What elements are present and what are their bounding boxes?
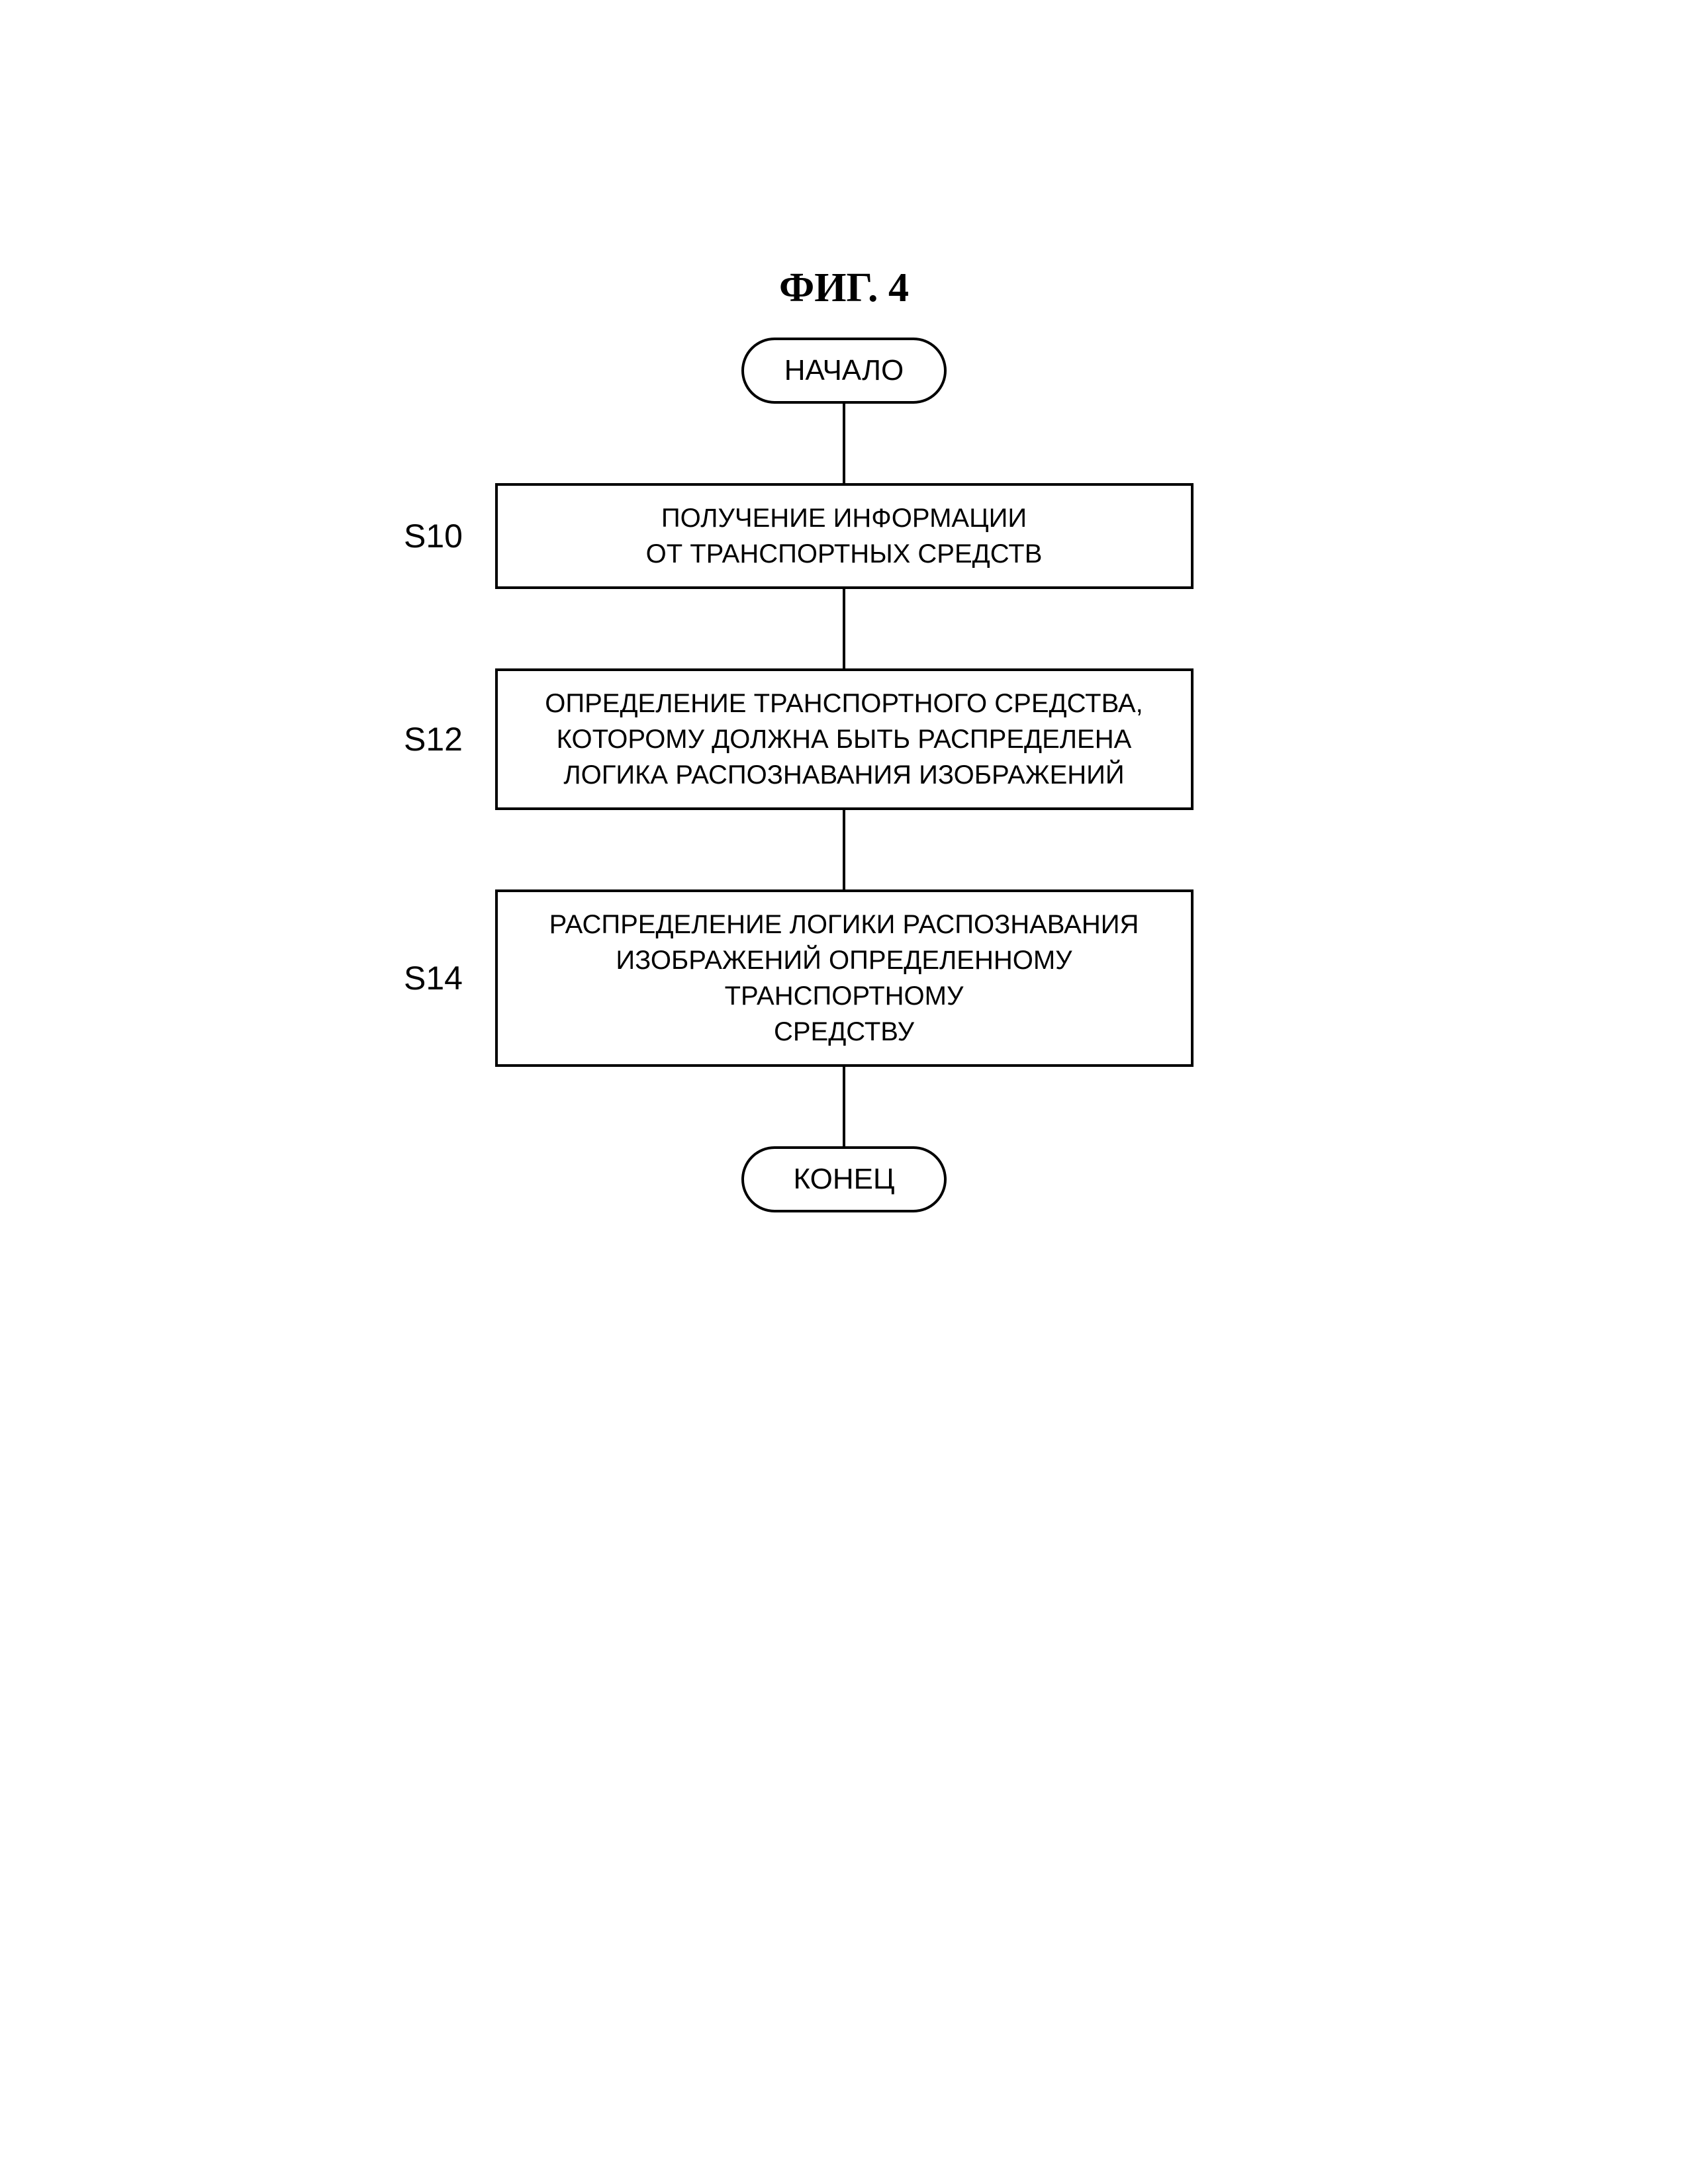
- connector: [843, 810, 845, 889]
- figure-title: ФИГ. 4: [779, 265, 909, 312]
- step-label: S10: [404, 517, 463, 555]
- process-text: ОПРЕДЕЛЕНИЕ ТРАНСПОРТНОГО СРЕДСТВА,КОТОР…: [545, 686, 1143, 793]
- process-box-s12: ОПРЕДЕЛЕНИЕ ТРАНСПОРТНОГО СРЕДСТВА,КОТОР…: [495, 668, 1194, 810]
- step-row-s14: S14 РАСПРЕДЕЛЕНИЕ ЛОГИКИ РАСПОЗНАВАНИЯИЗ…: [381, 889, 1307, 1067]
- flowchart: НАЧАЛО S10 ПОЛУЧЕНИЕ ИНФОРМАЦИИОТ ТРАНСП…: [381, 338, 1307, 1212]
- end-label: КОНЕЦ: [793, 1163, 894, 1196]
- connector: [843, 404, 845, 483]
- step-label: S12: [404, 720, 463, 758]
- process-box-s14: РАСПРЕДЕЛЕНИЕ ЛОГИКИ РАСПОЗНАВАНИЯИЗОБРА…: [495, 889, 1194, 1067]
- connector: [843, 1067, 845, 1146]
- connector: [843, 589, 845, 668]
- process-text: РАСПРЕДЕЛЕНИЕ ЛОГИКИ РАСПОЗНАВАНИЯИЗОБРА…: [518, 907, 1171, 1050]
- end-terminator: КОНЕЦ: [741, 1146, 947, 1212]
- start-label: НАЧАЛО: [784, 354, 904, 387]
- step-row-s12: S12 ОПРЕДЕЛЕНИЕ ТРАНСПОРТНОГО СРЕДСТВА,К…: [381, 668, 1307, 810]
- process-text: ПОЛУЧЕНИЕ ИНФОРМАЦИИОТ ТРАНСПОРТНЫХ СРЕД…: [646, 500, 1043, 572]
- step-row-s10: S10 ПОЛУЧЕНИЕ ИНФОРМАЦИИОТ ТРАНСПОРТНЫХ …: [381, 483, 1307, 589]
- process-box-s10: ПОЛУЧЕНИЕ ИНФОРМАЦИИОТ ТРАНСПОРТНЫХ СРЕД…: [495, 483, 1194, 589]
- start-terminator: НАЧАЛО: [741, 338, 947, 404]
- step-label: S14: [404, 959, 463, 997]
